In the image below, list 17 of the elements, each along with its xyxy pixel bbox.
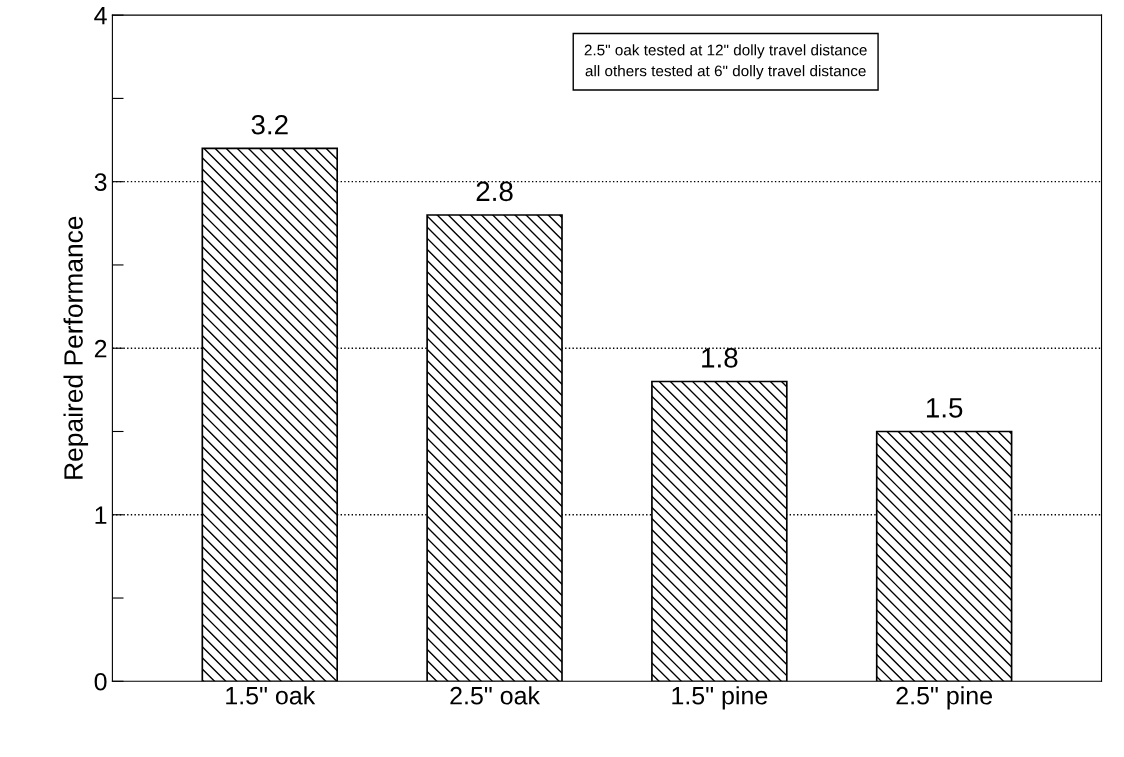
bar bbox=[201, 147, 339, 682]
y-tick-label: 4 bbox=[94, 7, 107, 25]
data-label: 1.8 bbox=[702, 348, 738, 368]
annotation: 2.5" oak tested at 12" dolly travel distance bbox=[584, 44, 867, 59]
x-tick-label: 2.5" pine bbox=[896, 686, 992, 710]
data-label: 1.5 bbox=[926, 398, 963, 418]
x-tick-label: 2.5" oak bbox=[450, 686, 541, 705]
y-tick-label: 1 bbox=[95, 506, 107, 524]
data-label: 2.8 bbox=[476, 181, 513, 202]
x-tick-label: 1.5" oak bbox=[226, 686, 316, 705]
y-tick-label: 2 bbox=[94, 339, 107, 358]
data-label: 3.2 bbox=[251, 114, 288, 135]
y-axis-title: Repaired Performance bbox=[63, 216, 89, 479]
y-tick-label: 0 bbox=[94, 672, 107, 691]
y-tick-label: 3 bbox=[94, 173, 107, 191]
x-tick-label: 1.5" pine bbox=[672, 686, 768, 710]
annotation: all others tested at 6" dolly travel distance bbox=[585, 65, 866, 80]
